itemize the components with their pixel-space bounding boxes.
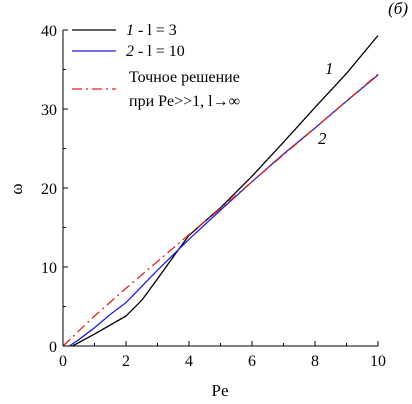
legend-entry-1-text: - l = 3 (134, 22, 177, 39)
curve-label-1: 1 (325, 59, 334, 78)
legend-entry-2-number: 2 (126, 43, 134, 60)
y-tick-label: 30 (41, 102, 57, 119)
x-tick-label: 4 (185, 353, 193, 370)
x-tick-label: 8 (311, 353, 319, 370)
series-line-3 (62, 73, 379, 347)
y-tick-label: 40 (41, 23, 57, 40)
x-tick-label: 6 (248, 353, 256, 370)
y-axis-label: ω (7, 183, 26, 194)
y-tick-label: 20 (41, 181, 57, 198)
x-tick-label: 10 (370, 353, 386, 370)
ticks: 0 2 4 6 8 10 0 10 20 30 40 (41, 23, 386, 370)
y-tick-label: 10 (41, 260, 57, 277)
series-layer (62, 35, 379, 347)
legend-entry-3-line1: Точное решение (129, 69, 240, 86)
curve-label-2: 2 (318, 129, 327, 148)
x-tick-label: 2 (122, 353, 130, 370)
x-tick-label: 0 (59, 353, 67, 370)
legend-entry-1: 1 - l = 3 (126, 22, 177, 39)
series-line-2 (68, 74, 379, 347)
legend-entry-3-line2: при Pe>>1, l→∞ (129, 93, 240, 110)
legend-entry-2-text: - l = 10 (134, 43, 185, 60)
x-axis-label: Pe (212, 381, 229, 400)
legend-entry-2: 2 - l = 10 (126, 43, 185, 60)
panel-label: (б) (388, 0, 408, 18)
y-tick-label: 0 (49, 339, 57, 356)
legend-entry-1-number: 1 (126, 22, 134, 39)
legend: 1 - l = 3 2 - l = 10 Точное решение при … (72, 22, 240, 110)
